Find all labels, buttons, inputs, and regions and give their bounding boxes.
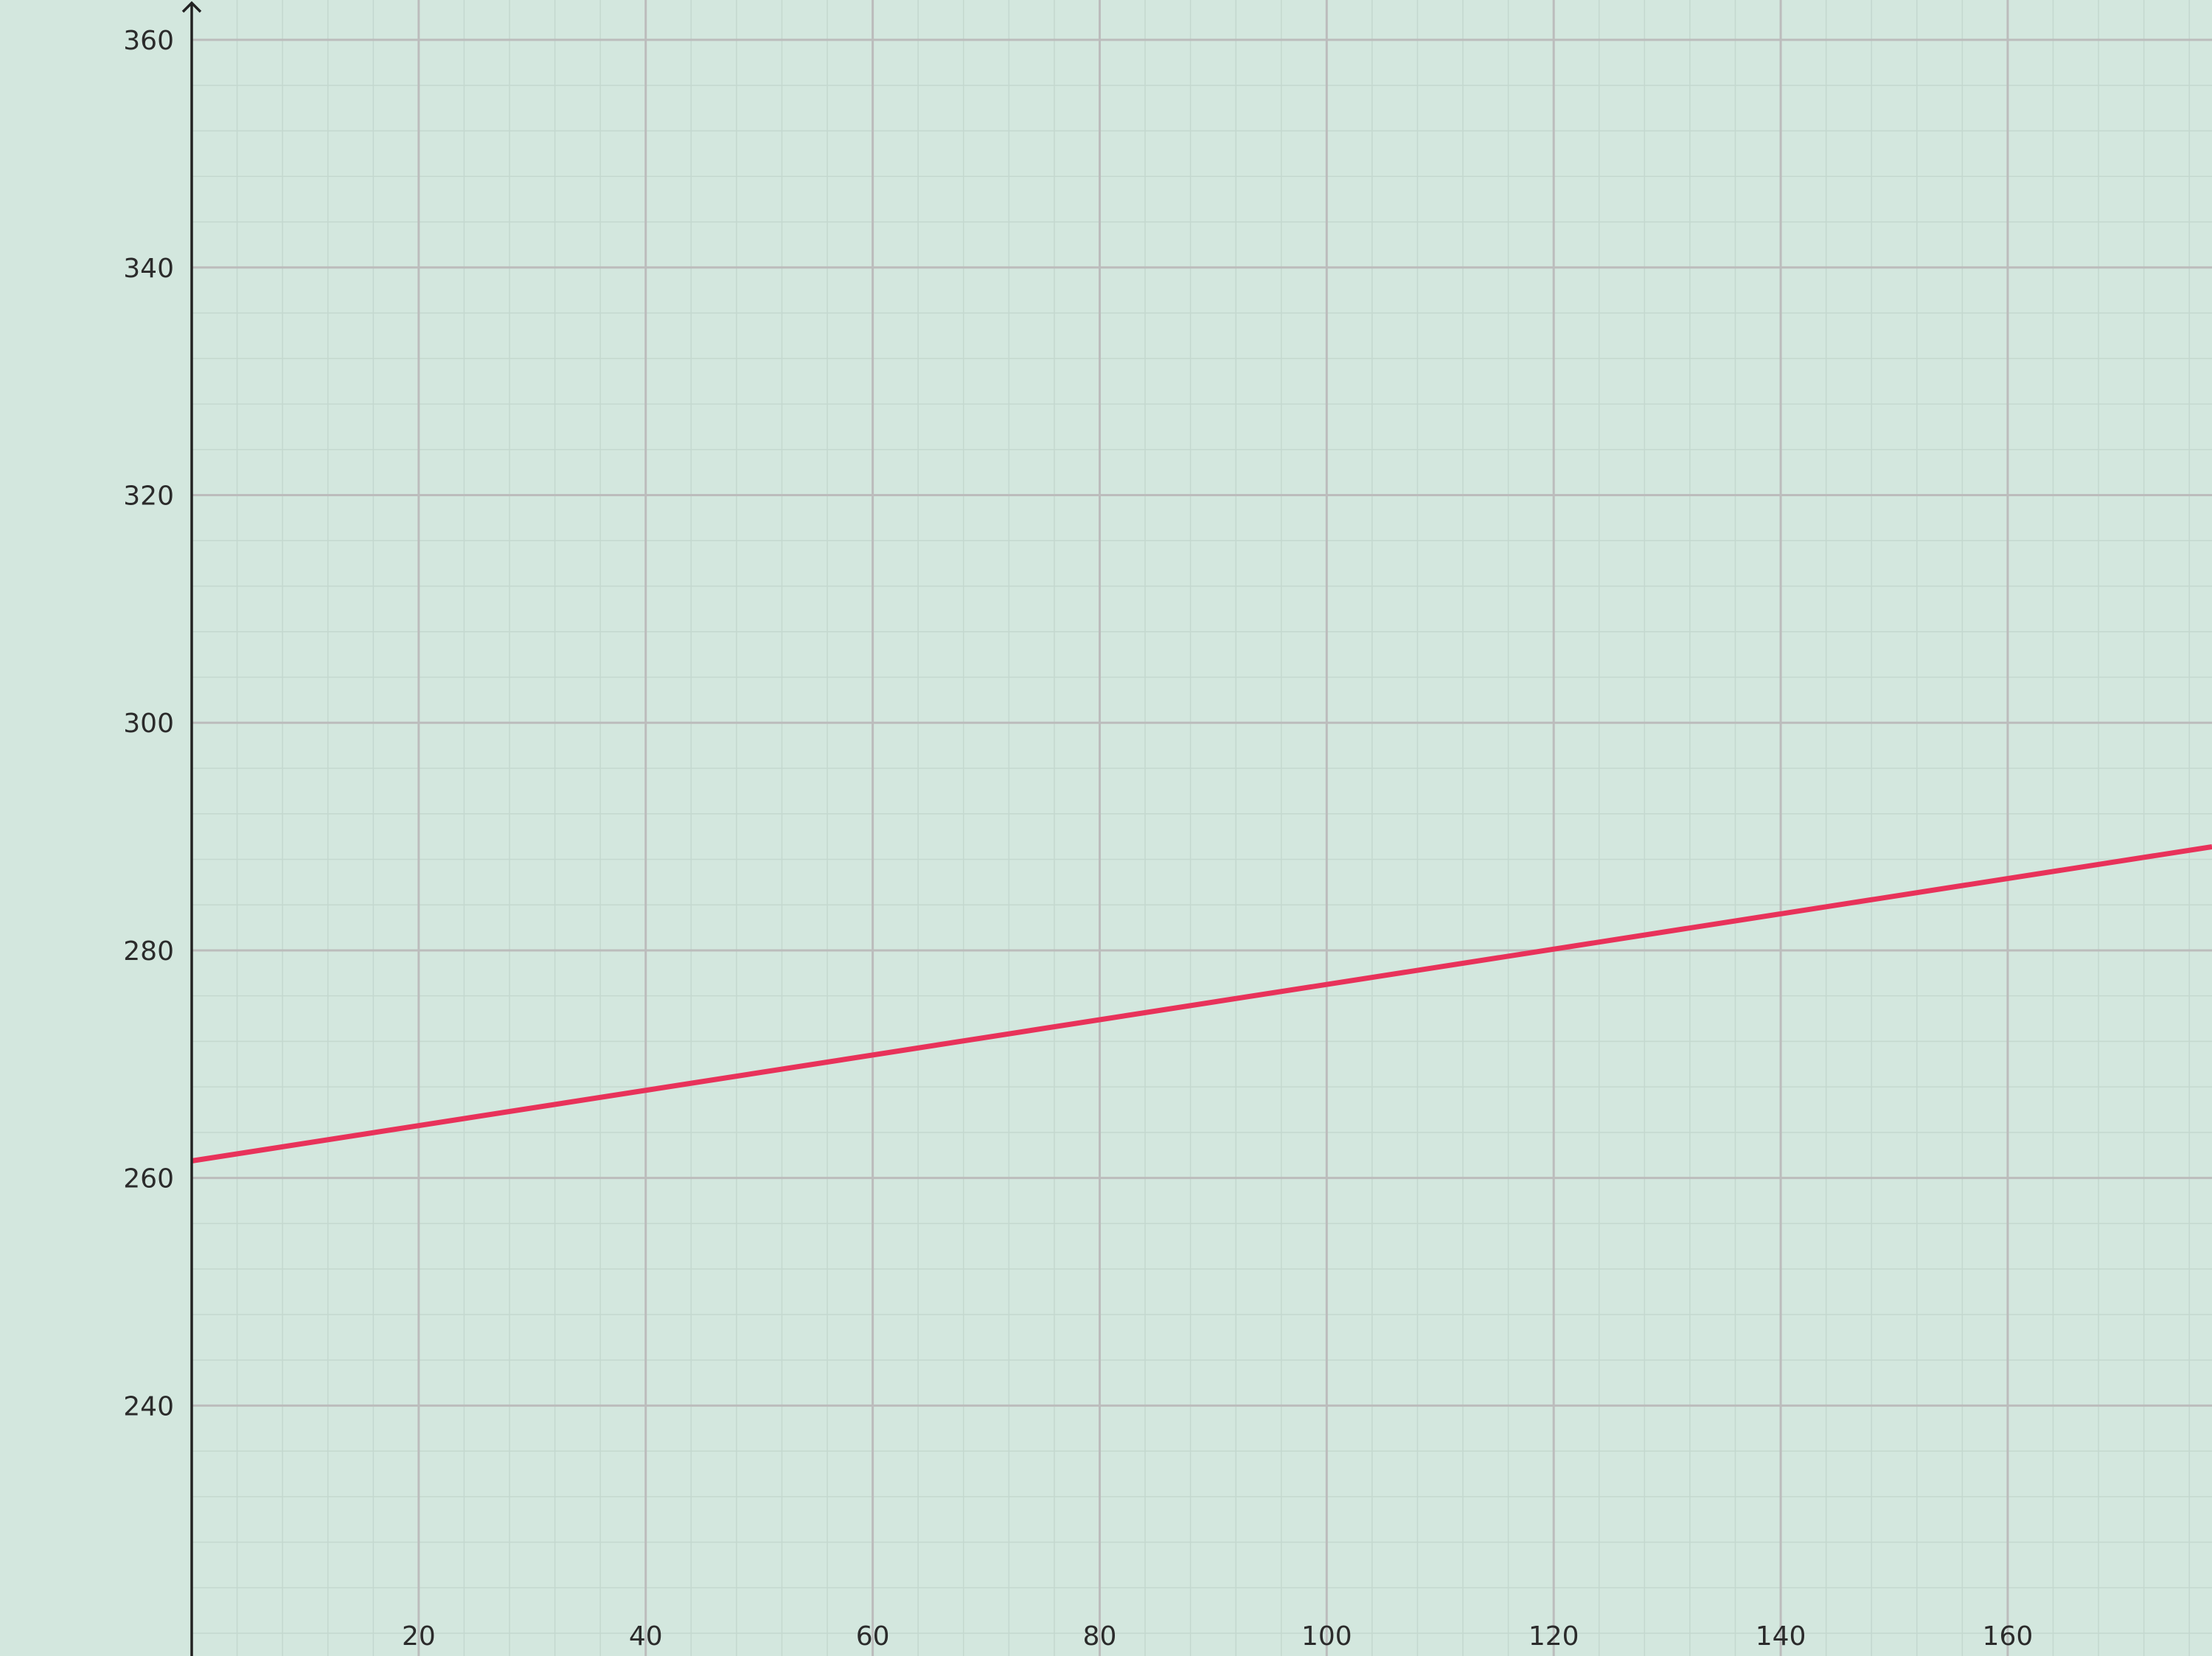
x-tick-label: 100 (1301, 1621, 1352, 1652)
major-gridlines (192, 0, 2212, 1656)
y-tick-label: 240 (123, 1391, 174, 1422)
minor-gridlines (192, 0, 2212, 1656)
y-tick-labels: 240 260 280 300 320 340 360 (123, 26, 174, 1422)
x-tick-label: 160 (1983, 1621, 2034, 1652)
x-tick-label: 40 (629, 1621, 663, 1652)
y-tick-label: 360 (123, 26, 174, 56)
y-tick-label: 340 (123, 254, 174, 284)
y-tick-label: 320 (123, 481, 174, 511)
series-line-1 (191, 844, 2212, 1163)
axes (181, 1, 202, 1656)
series-layer (191, 844, 2212, 1163)
y-tick-label: 300 (123, 709, 174, 739)
x-tick-label: 120 (1528, 1621, 1579, 1652)
x-tick-label: 20 (402, 1621, 436, 1652)
x-tick-label: 80 (1083, 1621, 1117, 1652)
y-axis-arrow-icon (181, 1, 202, 13)
x-tick-label: 140 (1756, 1621, 1806, 1652)
x-tick-label: 60 (856, 1621, 890, 1652)
y-tick-label: 260 (123, 1164, 174, 1194)
y-tick-label: 280 (123, 936, 174, 967)
x-tick-labels: 20 40 60 80 100 120 140 160 (402, 1621, 2033, 1652)
